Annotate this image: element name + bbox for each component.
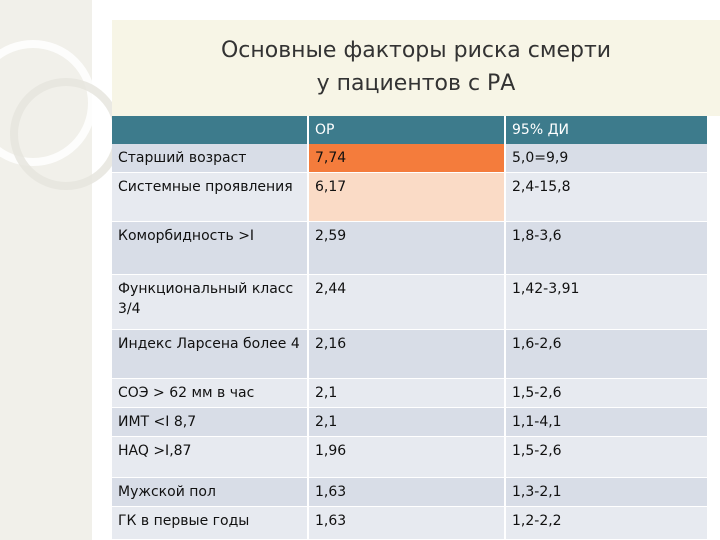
or-cell: 2,44 <box>308 274 506 330</box>
ci-cell: 1,2-2,2 <box>505 506 709 540</box>
table-row: Функциональный класс 3/4 2,44 1,42-3,91 <box>112 274 709 330</box>
decorative-side-bar <box>0 0 122 540</box>
ci-cell: 1,42-3,91 <box>505 274 709 330</box>
ci-cell: 5,0=9,9 <box>505 144 709 173</box>
or-cell: 2,1 <box>308 378 506 408</box>
factor-cell: Системные проявления <box>112 172 309 222</box>
table-row: Индекс Ларсена более 4 2,16 1,6-2,6 <box>112 329 709 379</box>
ci-cell: 1,5-2,6 <box>505 436 709 478</box>
factor-cell: Функциональный класс 3/4 <box>112 274 309 330</box>
risk-factors-table: ОР 95% ДИ Старший возраст 7,74 5,0=9,9 С… <box>112 116 709 540</box>
table-row: СОЭ > 62 мм в час 2,1 1,5-2,6 <box>112 378 709 408</box>
title-line-2: у пациентов с РА <box>316 71 516 96</box>
factor-cell: ИМТ <I 8,7 <box>112 407 309 437</box>
factor-cell: Мужской пол <box>112 477 309 507</box>
factor-cell: Индекс Ларсена более 4 <box>112 329 309 379</box>
header-or: ОР <box>308 116 506 144</box>
table-row: Системные проявления 6,17 2,4-15,8 <box>112 172 709 222</box>
header-ci: 95% ДИ <box>505 116 709 144</box>
factor-cell: СОЭ > 62 мм в час <box>112 378 309 408</box>
table-row: Коморбидность >I 2,59 1,8-3,6 <box>112 221 709 275</box>
or-cell: 1,96 <box>308 436 506 478</box>
table-row: HAQ >I,87 1,96 1,5-2,6 <box>112 436 709 478</box>
ci-cell: 2,4-15,8 <box>505 172 709 222</box>
table-row: Старший возраст 7,74 5,0=9,9 <box>112 144 709 173</box>
ci-cell: 1,6-2,6 <box>505 329 709 379</box>
ci-cell: 1,1-4,1 <box>505 407 709 437</box>
or-cell: 2,59 <box>308 221 506 275</box>
ci-cell: 1,5-2,6 <box>505 378 709 408</box>
factor-cell: HAQ >I,87 <box>112 436 309 478</box>
factor-cell: Коморбидность >I <box>112 221 309 275</box>
or-cell: 6,17 <box>308 172 506 222</box>
title-panel <box>112 20 720 116</box>
factor-cell: ГК в первые годы <box>112 506 309 540</box>
table-row: ИМТ <I 8,7 2,1 1,1-4,1 <box>112 407 709 437</box>
factor-cell: Старший возраст <box>112 144 309 173</box>
or-cell: 2,1 <box>308 407 506 437</box>
or-cell: 7,74 <box>308 144 506 173</box>
title-line-1: Основные факторы риска смерти <box>220 38 612 63</box>
table-header-row: ОР 95% ДИ <box>112 116 709 144</box>
header-factor <box>112 116 309 144</box>
table-row: Мужской пол 1,63 1,3-2,1 <box>112 477 709 507</box>
slide-title: Основные факторы риска смерти у пациенто… <box>112 34 720 100</box>
table-row: ГК в первые годы 1,63 1,2-2,2 <box>112 506 709 540</box>
or-cell: 1,63 <box>308 477 506 507</box>
ci-cell: 1,3-2,1 <box>505 477 709 507</box>
decorative-ring <box>10 78 122 190</box>
ci-cell: 1,8-3,6 <box>505 221 709 275</box>
or-cell: 1,63 <box>308 506 506 540</box>
or-cell: 2,16 <box>308 329 506 379</box>
